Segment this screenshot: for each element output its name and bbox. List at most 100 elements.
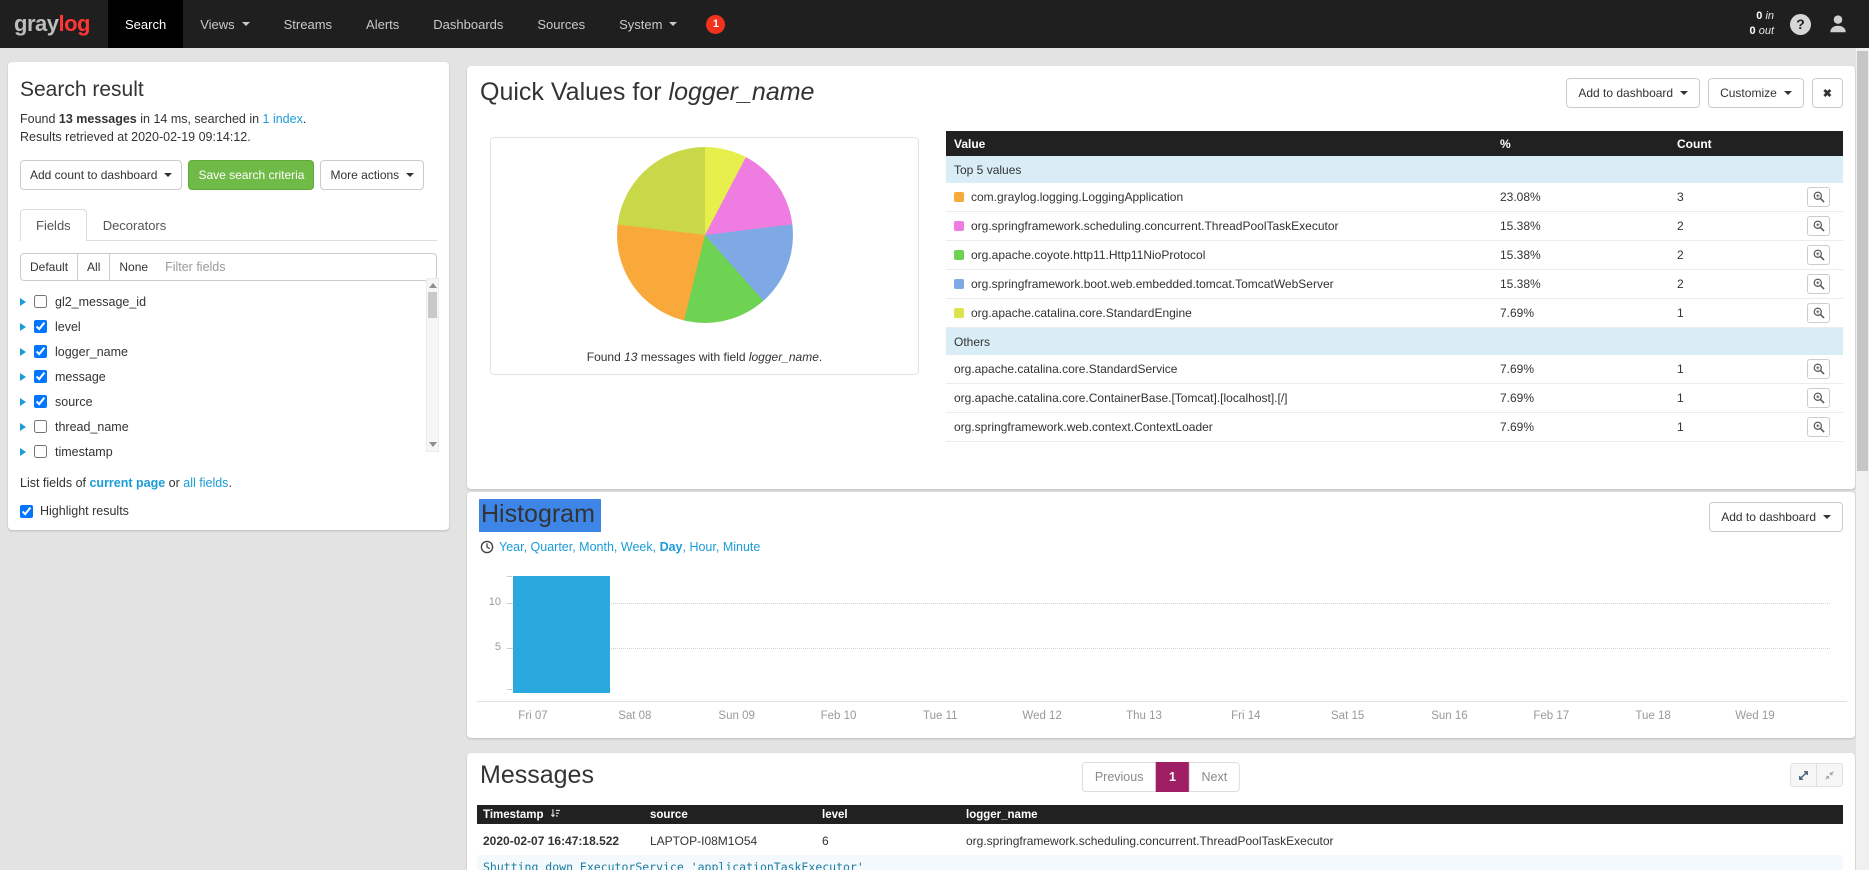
interval-link-month[interactable]: Month bbox=[579, 540, 614, 554]
histogram-chart: 5 10 Fri 07 Sat 08 Sun 09 Feb 10 Tue 11 Wed 12 T… bbox=[467, 558, 1855, 734]
qv-header-value: Value bbox=[954, 136, 986, 151]
y-axis-tick bbox=[507, 603, 512, 604]
field-expand-caret-icon[interactable] bbox=[20, 372, 26, 381]
field-checkbox-source[interactable] bbox=[34, 395, 47, 409]
qv-cell-value: com.graylog.logging.LoggingApplication bbox=[946, 186, 1492, 208]
field-expand-caret-icon[interactable] bbox=[20, 422, 26, 431]
qv-value-row: org.springframework.web.context.ContextL… bbox=[946, 413, 1843, 442]
tab-decorators[interactable]: Decorators bbox=[102, 218, 167, 234]
nav-item-streams[interactable]: Streams bbox=[283, 16, 333, 32]
scroll-up-icon[interactable] bbox=[429, 283, 437, 288]
nav-item-sources[interactable]: Sources bbox=[537, 16, 586, 32]
highlight-checkbox[interactable] bbox=[20, 504, 33, 518]
interval-link-quarter[interactable]: Quarter bbox=[530, 540, 573, 554]
field-checkbox-timestamp[interactable] bbox=[34, 445, 47, 459]
field-checkbox-logger_name[interactable] bbox=[34, 345, 47, 359]
field-checkbox-message[interactable] bbox=[34, 370, 47, 384]
current-page-link[interactable]: current page bbox=[89, 476, 166, 491]
field-row-message: message bbox=[20, 364, 411, 389]
gridline bbox=[512, 603, 1830, 604]
field-expand-caret-icon[interactable] bbox=[20, 397, 26, 406]
field-expand-caret-icon[interactable] bbox=[20, 322, 26, 331]
more-actions-button[interactable]: More actions bbox=[320, 160, 425, 191]
field-list: gl2_message_id level logger_name message sou… bbox=[20, 289, 437, 464]
field-list-scrollbar[interactable] bbox=[426, 278, 439, 452]
page-scrollbar-thumb[interactable] bbox=[1857, 51, 1868, 471]
all-fields-link[interactable]: all fields bbox=[183, 476, 229, 491]
notification-badge[interactable]: 1 bbox=[706, 14, 726, 34]
graylog-logo[interactable]: gray log bbox=[0, 0, 108, 48]
x-axis-tick-label: Tue 11 bbox=[923, 710, 958, 722]
message-row[interactable]: 2020-02-07 16:47:18.522 LAPTOP-I08M1O54 … bbox=[477, 824, 1843, 855]
logo-text-gray: gray bbox=[14, 11, 59, 36]
field-checkbox-thread_name[interactable] bbox=[34, 420, 47, 434]
scrollbar-thumb[interactable] bbox=[428, 292, 437, 318]
qv-cell-value: org.apache.catalina.core.ContainerBase.[… bbox=[954, 391, 1288, 405]
interval-link-minute[interactable]: Minute bbox=[722, 540, 761, 554]
zoom-value-icon[interactable] bbox=[1807, 274, 1830, 294]
scroll-down-icon[interactable] bbox=[429, 442, 437, 447]
field-checkbox-gl2_message_id[interactable] bbox=[34, 295, 47, 309]
expand-icon[interactable] bbox=[1790, 763, 1817, 787]
hist-add-to-dashboard-button[interactable]: Add to dashboard bbox=[1709, 502, 1843, 532]
sort-icon[interactable] bbox=[550, 808, 561, 822]
qv-add-to-dashboard-button[interactable]: Add to dashboard bbox=[1566, 78, 1701, 108]
caret-down-icon bbox=[669, 22, 678, 26]
pagination-previous[interactable]: Previous bbox=[1081, 762, 1157, 792]
filter-default-button[interactable]: Default bbox=[20, 253, 79, 282]
field-expand-caret-icon[interactable] bbox=[20, 297, 26, 306]
help-icon[interactable]: ? bbox=[1790, 13, 1811, 35]
field-row-level: level bbox=[20, 314, 411, 339]
interval-link-hour[interactable]: Hour bbox=[689, 540, 716, 554]
messages-header-timestamp[interactable]: Timestamp bbox=[477, 808, 644, 822]
user-icon[interactable] bbox=[1827, 13, 1849, 35]
caret-down-icon bbox=[164, 173, 173, 178]
pagination-page-1[interactable]: 1 bbox=[1155, 762, 1190, 792]
zoom-value-icon[interactable] bbox=[1807, 359, 1830, 379]
nav-item-alerts[interactable]: Alerts bbox=[366, 16, 400, 32]
pie-caption: Found 13 messages with field logger_name… bbox=[491, 350, 918, 364]
histogram-bar[interactable] bbox=[513, 576, 610, 693]
message-text[interactable]: Shutting down ExecutorService 'applicati… bbox=[477, 855, 1843, 870]
nav-item-system[interactable]: System bbox=[602, 0, 694, 48]
index-link[interactable]: 1 index bbox=[262, 112, 303, 126]
interval-link-day[interactable]: Day bbox=[659, 540, 683, 554]
field-expand-caret-icon[interactable] bbox=[20, 347, 26, 356]
zoom-value-icon[interactable] bbox=[1807, 388, 1830, 408]
zoom-value-icon[interactable] bbox=[1807, 187, 1830, 207]
qv-cell-count: 3 bbox=[1677, 190, 1684, 204]
filter-fields-input[interactable] bbox=[157, 253, 437, 282]
zoom-value-icon[interactable] bbox=[1807, 417, 1830, 437]
nav-item-views[interactable]: Views bbox=[183, 0, 266, 48]
page-scrollbar[interactable] bbox=[1856, 48, 1869, 870]
add-count-to-dashboard-button[interactable]: Add count to dashboard bbox=[20, 160, 183, 191]
throughput-indicator[interactable]: 0 in 0 out bbox=[1750, 9, 1774, 40]
nav-item-search[interactable]: Search bbox=[107, 0, 184, 48]
field-checkbox-level[interactable] bbox=[34, 320, 47, 334]
qv-cell-count: 2 bbox=[1677, 277, 1684, 291]
zoom-value-icon[interactable] bbox=[1807, 216, 1830, 236]
pagination-next[interactable]: Next bbox=[1188, 762, 1241, 792]
pie-chart[interactable] bbox=[616, 147, 793, 323]
nav-item-dashboards[interactable]: Dashboards bbox=[433, 16, 504, 32]
interval-link-year[interactable]: Year bbox=[499, 540, 524, 554]
y-axis-tick bbox=[507, 689, 512, 690]
messages-tools bbox=[1790, 763, 1843, 787]
throughput-out-unit: out bbox=[1758, 25, 1774, 37]
qv-section-row: Others bbox=[946, 328, 1843, 355]
qv-cell-count: 1 bbox=[1677, 306, 1684, 320]
field-row-gl2_message_id: gl2_message_id bbox=[20, 289, 411, 314]
qv-customize-button[interactable]: Customize bbox=[1708, 78, 1804, 108]
close-icon[interactable]: ✖ bbox=[1811, 78, 1843, 108]
compress-icon[interactable] bbox=[1816, 763, 1843, 787]
filter-none-button[interactable]: None bbox=[109, 253, 159, 282]
filter-all-button[interactable]: All bbox=[77, 253, 111, 282]
y-axis-tick-label: 5 bbox=[494, 641, 501, 653]
messages-panel: Messages Previous 1 Next Timestamp source… bbox=[467, 753, 1855, 870]
save-search-criteria-button[interactable]: Save search criteria bbox=[188, 160, 315, 191]
tab-fields[interactable]: Fields bbox=[20, 209, 87, 242]
interval-link-week[interactable]: Week bbox=[620, 540, 653, 554]
zoom-value-icon[interactable] bbox=[1807, 303, 1830, 323]
field-expand-caret-icon[interactable] bbox=[20, 447, 26, 456]
zoom-value-icon[interactable] bbox=[1807, 245, 1830, 265]
